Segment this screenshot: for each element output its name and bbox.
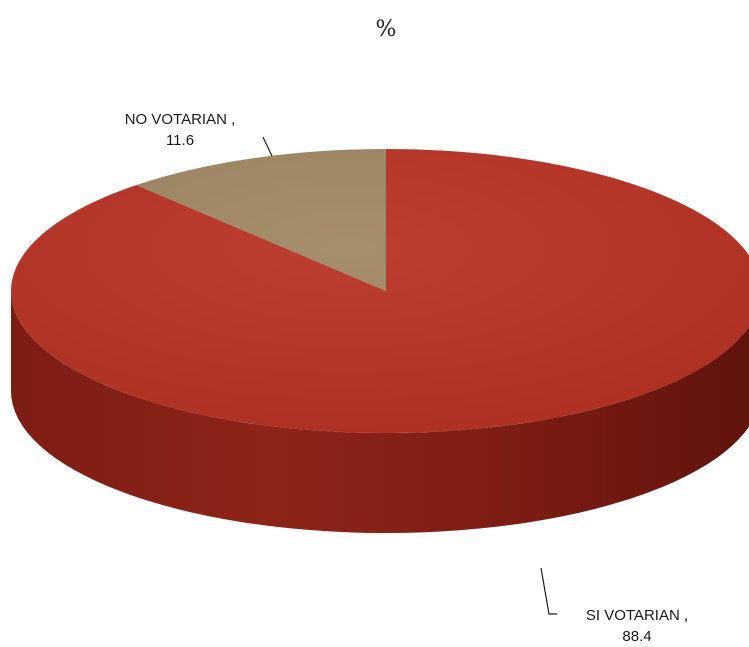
- slice-label-no-votarian: NO VOTARIAN ,: [125, 111, 236, 128]
- slice-value-no-votarian: 11.6: [166, 132, 194, 149]
- pie-side: [11, 291, 749, 533]
- leader-line-si-votarian: [540, 567, 557, 615]
- leader-line-no-votarian: [262, 136, 273, 157]
- leader-lines: [262, 136, 557, 615]
- pie-side-1-0: [11, 291, 749, 533]
- slice-label-si-votarian: SI VOTARIAN ,: [586, 607, 688, 624]
- pie-top-shading: [11, 149, 749, 433]
- data-labels: NO VOTARIAN , 11.6 SI VOTARIAN , 88.4: [125, 111, 688, 645]
- chart-title: %: [376, 17, 397, 42]
- pie-top: [11, 149, 749, 433]
- slice-value-si-votarian: 88.4: [622, 628, 651, 645]
